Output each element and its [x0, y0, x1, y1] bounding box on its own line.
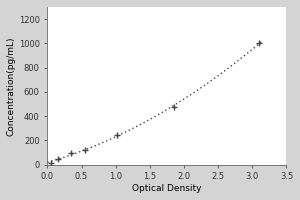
Y-axis label: Concentration(pg/mL): Concentration(pg/mL) [7, 36, 16, 136]
X-axis label: Optical Density: Optical Density [132, 184, 202, 193]
